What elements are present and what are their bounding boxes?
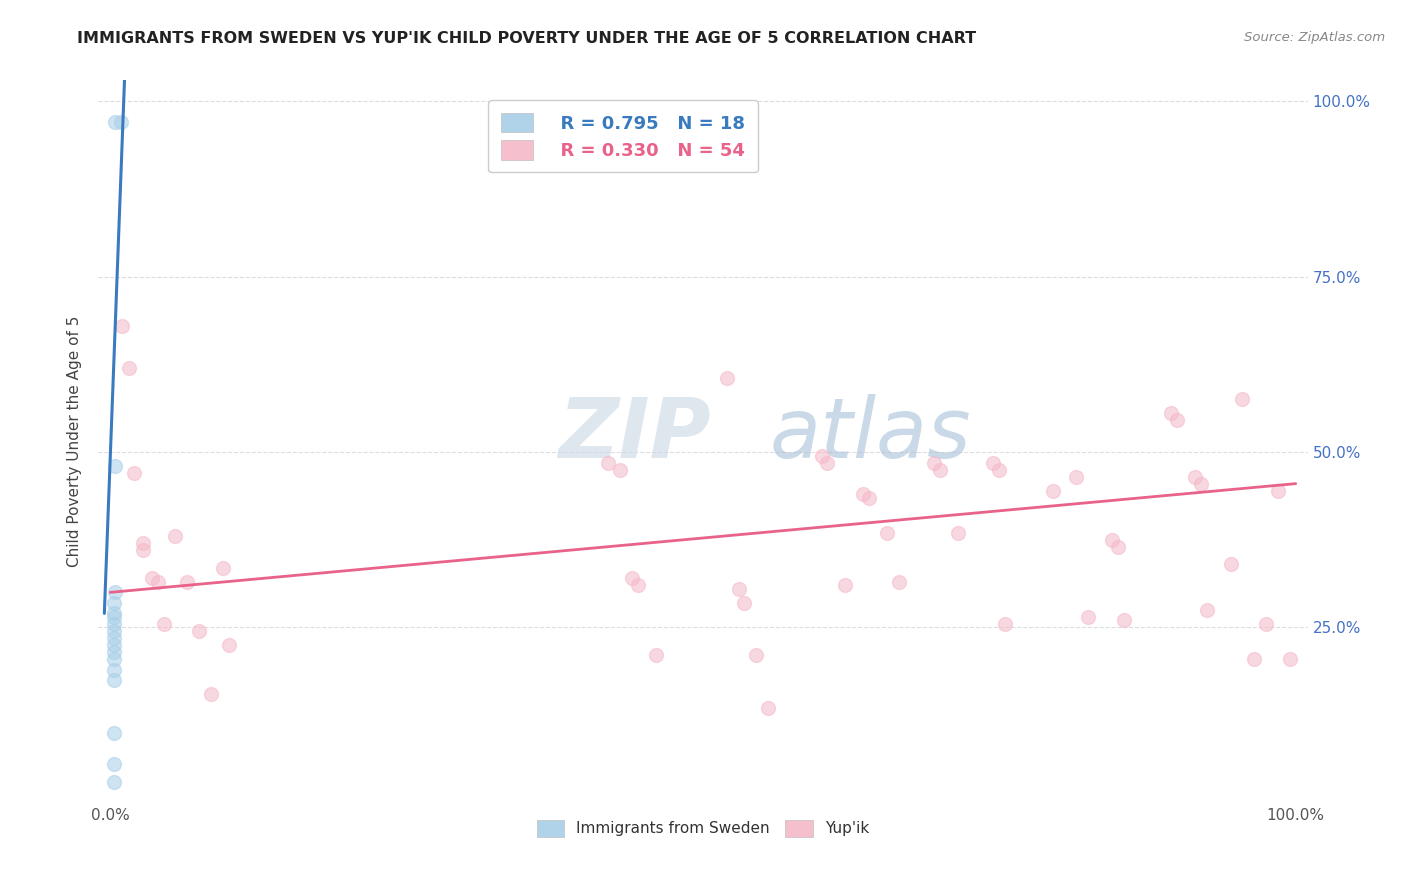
Point (104, 459, 127, 474)
Point (817, 456, 839, 470)
Point (132, 536, 155, 550)
Point (1243, 652, 1265, 666)
Text: atlas: atlas (769, 393, 972, 475)
Point (1112, 614, 1135, 628)
Point (1195, 603, 1218, 617)
Point (118, 360, 141, 375)
Point (104, 115, 127, 129)
Point (103, 645, 125, 659)
Point (644, 648, 666, 663)
Point (1066, 469, 1088, 483)
Point (110, 115, 132, 129)
Point (188, 624, 211, 638)
Point (834, 578, 856, 592)
Point (1254, 616, 1277, 631)
Point (1107, 540, 1129, 554)
Point (598, 456, 620, 470)
Text: ZIP: ZIP (558, 393, 710, 475)
Text: Source: ZipAtlas.com: Source: ZipAtlas.com (1244, 31, 1385, 45)
Point (810, 449, 832, 463)
Point (716, 371, 738, 385)
Point (103, 638, 125, 652)
Point (103, 774, 125, 789)
Point (1160, 407, 1182, 421)
Point (146, 574, 169, 589)
Point (929, 462, 952, 476)
Point (122, 466, 145, 480)
Point (745, 648, 768, 663)
Point (1166, 413, 1188, 427)
Point (200, 687, 222, 701)
Legend: Immigrants from Sweden, Yup'ik: Immigrants from Sweden, Yup'ik (527, 811, 879, 846)
Point (1219, 558, 1241, 572)
Point (983, 456, 1005, 470)
Point (111, 318, 134, 333)
Point (103, 757, 125, 772)
Y-axis label: Child Poverty Under the Age of 5: Child Poverty Under the Age of 5 (67, 316, 83, 567)
Point (104, 585, 127, 599)
Point (922, 456, 945, 470)
Point (103, 616, 125, 631)
Point (756, 701, 779, 715)
Point (1101, 533, 1123, 547)
Point (1278, 652, 1301, 666)
Point (609, 462, 631, 476)
Point (1077, 610, 1099, 624)
Point (858, 491, 880, 505)
Point (103, 673, 125, 687)
Point (727, 582, 749, 596)
Text: IMMIGRANTS FROM SWEDEN VS YUP'IK CHILD POVERTY UNDER THE AGE OF 5 CORRELATION CH: IMMIGRANTS FROM SWEDEN VS YUP'IK CHILD P… (77, 31, 976, 46)
Point (627, 578, 650, 592)
Point (103, 631, 125, 645)
Point (876, 525, 898, 540)
Point (141, 571, 163, 585)
Point (165, 529, 187, 543)
Point (734, 596, 756, 610)
Point (620, 571, 643, 585)
Point (1189, 476, 1212, 491)
Point (1232, 392, 1254, 407)
Point (103, 610, 125, 624)
Point (1042, 483, 1064, 498)
Point (103, 607, 125, 621)
Point (218, 638, 240, 652)
Point (103, 652, 125, 666)
Point (132, 543, 155, 558)
Point (103, 725, 125, 739)
Point (103, 624, 125, 638)
Point (103, 596, 125, 610)
Point (212, 561, 235, 575)
Point (887, 574, 910, 589)
Point (176, 574, 198, 589)
Point (1184, 469, 1206, 483)
Point (988, 462, 1011, 476)
Point (852, 487, 875, 501)
Point (103, 663, 125, 677)
Point (1267, 483, 1289, 498)
Point (994, 616, 1017, 631)
Point (152, 616, 174, 631)
Point (946, 525, 969, 540)
